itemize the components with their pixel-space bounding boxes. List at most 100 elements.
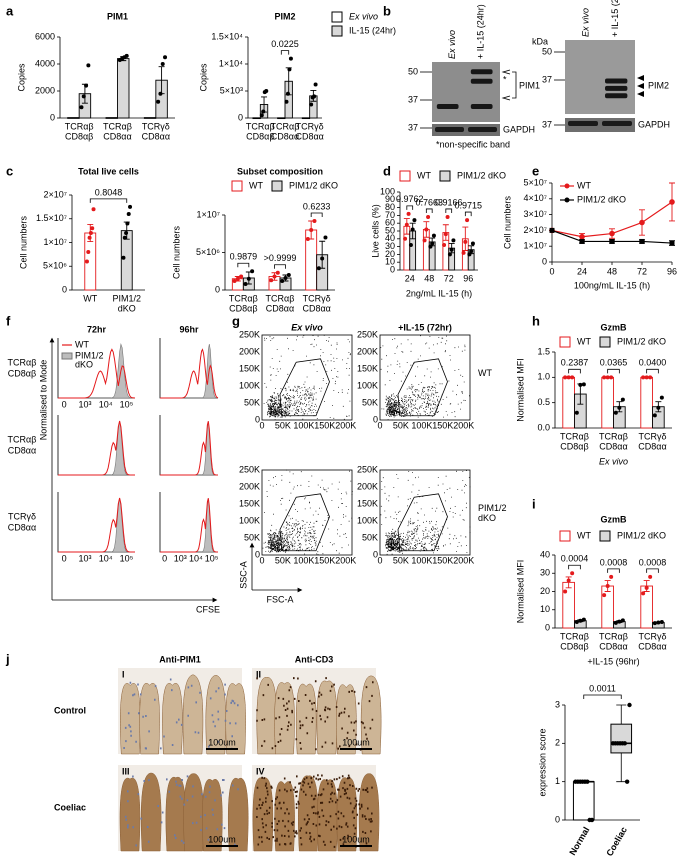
data-point	[581, 617, 586, 622]
data-point	[246, 276, 251, 281]
scatter-dots	[380, 335, 470, 421]
column-title: 72hr	[87, 324, 107, 334]
x-tick-label: TCRαβ	[65, 121, 94, 131]
y-tick-label: 0.5	[537, 397, 550, 407]
legend-label: PIM1/2 dKO	[289, 180, 338, 190]
data-point	[549, 227, 555, 233]
gate	[397, 493, 448, 552]
data-point	[309, 228, 314, 232]
bar	[117, 58, 130, 119]
arrow	[501, 69, 511, 101]
x-tick-label: 48	[607, 266, 617, 276]
y-tick-label: 1.5	[537, 346, 550, 356]
data-point	[239, 274, 244, 279]
x-tick-label: 100K	[293, 420, 314, 430]
data-point	[641, 375, 646, 380]
y-tick-label: 2×10⁷	[43, 189, 67, 199]
x-tick-label: 0	[259, 555, 264, 565]
y-tick-label: 200K	[239, 346, 260, 356]
legend-label: PIM1/2 dKO	[457, 170, 506, 180]
x-tick-label: 0	[377, 420, 382, 430]
plot-frame	[261, 334, 353, 421]
data-point	[605, 375, 610, 380]
chart-title: Total live cells	[78, 166, 139, 176]
row-label: dKO	[478, 513, 496, 523]
data-point	[284, 99, 289, 104]
data-point	[88, 231, 93, 235]
data-point	[160, 62, 165, 66]
p-value: >0.9999	[264, 253, 297, 263]
y-tick-label: 1×10⁷	[43, 237, 67, 247]
bar	[562, 376, 575, 429]
row-label: TCRαβ	[8, 434, 37, 444]
data-point	[124, 53, 129, 58]
bar	[601, 585, 614, 629]
data-point	[648, 574, 653, 579]
significance-bracket	[568, 564, 581, 570]
panel-numeral: IV	[256, 766, 265, 776]
y-tick-label: 0	[545, 622, 550, 632]
y-tick-label: 40	[540, 549, 550, 559]
x-tick-label: 10³	[78, 399, 91, 409]
x-axis-label: Ex vivo	[599, 456, 628, 466]
x-tick-label: 0	[549, 266, 554, 276]
data-point	[451, 238, 456, 243]
p-value: 0.0008	[639, 557, 667, 567]
lane-label: Ex vivo	[447, 30, 457, 59]
data-point	[312, 94, 317, 99]
row-label: Coeliac	[54, 802, 86, 812]
p-value: 0.0011	[589, 683, 616, 693]
villus	[358, 773, 380, 852]
band	[470, 104, 493, 109]
y-tick-label: 250K	[357, 329, 378, 339]
y-tick-label: 20	[540, 586, 550, 596]
data-point	[90, 226, 95, 231]
bar	[301, 117, 311, 120]
x-axis-label: 100ng/mL IL-15 (h)	[574, 280, 650, 290]
row-label: Control	[54, 705, 86, 715]
data-point	[283, 276, 288, 280]
blot-note: *non-specific band	[436, 139, 510, 149]
row-label: CD8αα	[8, 522, 36, 532]
data-point	[312, 219, 317, 223]
x-tick-label: WT	[83, 293, 97, 303]
legend-label: IL-15 (24hr)	[349, 25, 396, 35]
x-axis-label: CFSE	[196, 604, 220, 614]
x-tick-label: 0	[377, 555, 382, 565]
data-point	[91, 207, 96, 212]
p-value: 0.9715	[454, 200, 482, 210]
data-point	[126, 212, 131, 216]
x-tick-label: TCRγδ	[638, 431, 666, 441]
arrowhead	[637, 75, 644, 81]
x-tick-label: TCRαβ	[266, 293, 295, 303]
data-point	[158, 91, 163, 96]
data-point	[259, 113, 264, 118]
panel-label: h	[532, 313, 540, 328]
x-tick-label: 50K	[275, 420, 291, 430]
legend-label: WT	[577, 530, 591, 540]
y-tick-label: 30	[540, 568, 550, 578]
plot-frame	[261, 469, 353, 556]
y-tick-label: 1×10⁴	[219, 58, 243, 68]
legend-label: Ex vivo	[349, 11, 378, 21]
x-tick-label: 100K	[293, 555, 314, 565]
x-tick-label: 200K	[335, 555, 356, 565]
x-tick-label: 10⁵	[120, 553, 134, 563]
band	[605, 93, 628, 99]
villus	[162, 683, 183, 755]
y-tick-label: 0	[238, 112, 243, 122]
chart-title: PIM2	[274, 11, 295, 21]
legend-swatch	[439, 170, 451, 182]
band	[602, 121, 632, 126]
p-value: 0.9762	[396, 194, 424, 204]
data-point	[641, 591, 646, 596]
bar	[252, 117, 261, 120]
band	[436, 104, 459, 109]
y-axis-label: Normalised to Mode	[38, 360, 48, 441]
legend-label: WT	[417, 170, 431, 180]
y-tick-label: 80	[385, 202, 395, 212]
villus	[182, 674, 204, 755]
y-tick-label: 30	[385, 241, 395, 251]
data-point	[122, 235, 127, 240]
x-tick-label: Coeliac	[604, 825, 629, 858]
